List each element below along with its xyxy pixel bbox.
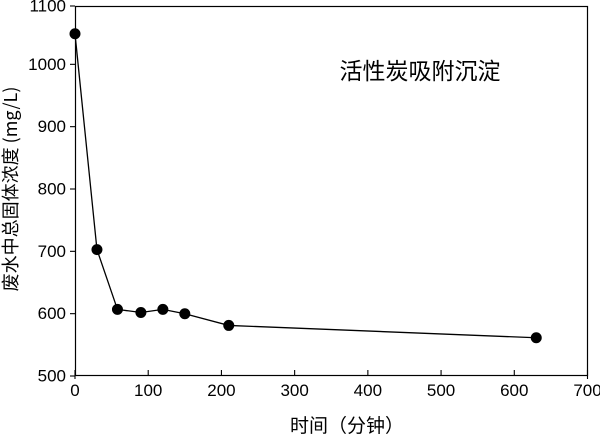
svg-text:时间（分钟）: 时间（分钟） xyxy=(290,411,404,437)
svg-text:200: 200 xyxy=(207,381,235,400)
svg-text:1000: 1000 xyxy=(28,55,66,74)
svg-text:800: 800 xyxy=(38,180,66,199)
svg-text:700: 700 xyxy=(38,242,66,261)
svg-text:600: 600 xyxy=(38,304,66,323)
svg-text:废水中总固体浓度 (mg/L): 废水中总固体浓度 (mg/L) xyxy=(0,87,23,292)
svg-text:0: 0 xyxy=(70,381,79,400)
svg-text:600: 600 xyxy=(500,381,528,400)
svg-text:500: 500 xyxy=(38,367,66,386)
svg-text:活性炭吸附沉淀: 活性炭吸附沉淀 xyxy=(340,52,501,86)
svg-text:500: 500 xyxy=(427,381,455,400)
svg-text:700: 700 xyxy=(573,381,600,400)
svg-text:900: 900 xyxy=(38,117,66,136)
svg-text:100: 100 xyxy=(134,381,162,400)
svg-text:300: 300 xyxy=(280,381,308,400)
svg-text:1100: 1100 xyxy=(29,0,66,16)
svg-text:400: 400 xyxy=(354,381,382,400)
